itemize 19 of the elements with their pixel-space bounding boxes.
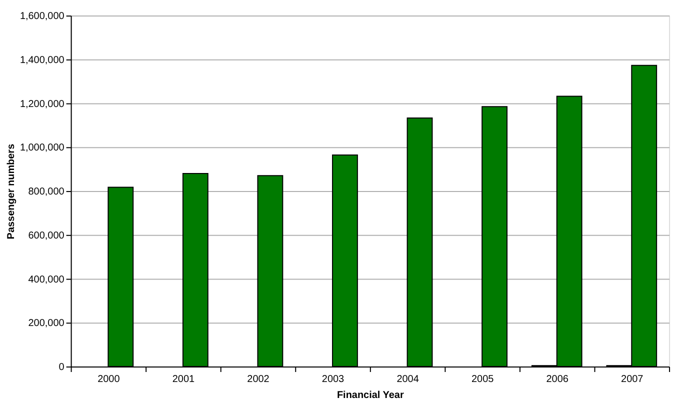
x-axis-title: Financial Year (336, 390, 404, 401)
x-tick-label: 2006 (546, 374, 569, 385)
x-tick-label: 2007 (621, 374, 644, 385)
y-tick-label: 0 (58, 362, 65, 374)
x-tick-label: 2004 (396, 374, 420, 385)
y-tick-label: 1,200,000 (20, 98, 65, 110)
y-tick-label: 600,000 (28, 230, 65, 242)
y-tick-label: 1,400,000 (20, 54, 65, 66)
y-tick-label: 1,000,000 (20, 142, 65, 154)
y-tick-label: 800,000 (28, 186, 65, 198)
y-tick-label: 1,600,000 (20, 11, 65, 22)
x-tick-label: 2001 (172, 374, 195, 385)
x-tick-label: 2002 (247, 374, 270, 385)
x-tick-label: 2000 (98, 374, 120, 385)
y-tick-label: 400,000 (28, 274, 65, 286)
y-tick-label: 200,000 (28, 318, 65, 330)
y-axis-title: Passenger numbers (6, 143, 17, 240)
x-tick-label: 2003 (322, 374, 345, 385)
x-tick-label: 2005 (471, 374, 494, 385)
